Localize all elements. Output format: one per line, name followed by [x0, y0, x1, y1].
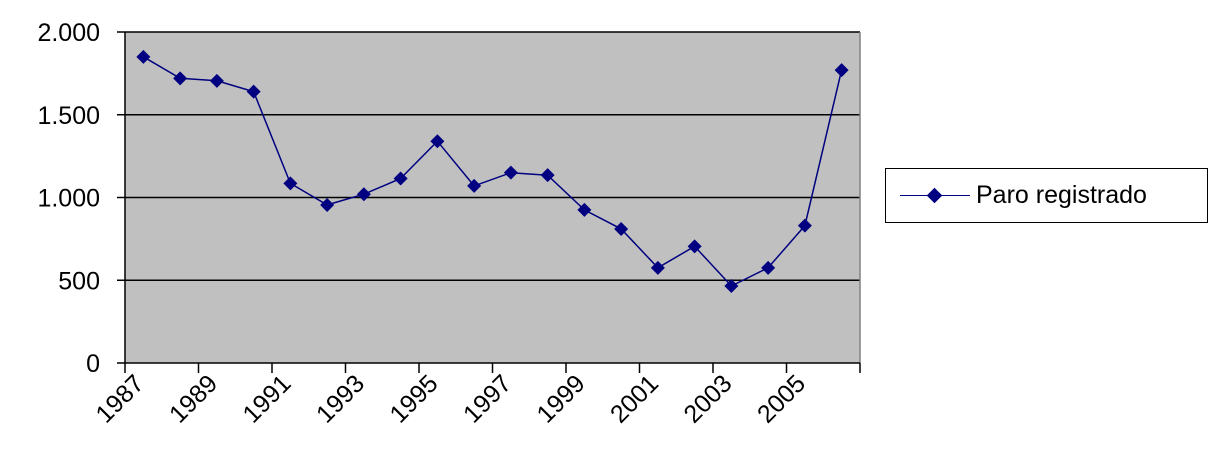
- series-paro-registrado: [136, 49, 849, 294]
- y-tick-label: 0: [86, 350, 100, 378]
- data-point: [650, 260, 665, 275]
- gridlines: [125, 31, 860, 281]
- y-axis-tick-labels: 0 500 1.000 1.500 2.000: [37, 19, 100, 378]
- x-tick-label: 1997: [458, 369, 517, 428]
- x-tick-label: 1987: [90, 369, 149, 428]
- data-point: [687, 239, 702, 254]
- data-point: [503, 165, 518, 180]
- data-point: [393, 171, 408, 186]
- data-point: [577, 202, 592, 217]
- data-point: [724, 279, 739, 294]
- data-point: [320, 197, 335, 212]
- data-point: [173, 71, 188, 86]
- data-point: [614, 221, 629, 236]
- data-point: [797, 218, 812, 233]
- data-point: [209, 73, 224, 88]
- x-tick-label: 2003: [678, 369, 737, 428]
- data-point: [834, 63, 849, 78]
- data-point: [283, 176, 298, 191]
- data-point: [761, 260, 776, 275]
- series-line: [143, 56, 843, 287]
- data-point: [540, 168, 555, 183]
- x-axis-tick-labels: 1987 1989 1991 1993 1995 1997 1999 2001 2003 2005: [90, 369, 811, 428]
- legend: Paro registrado: [885, 168, 1208, 223]
- x-tick-label: 2005: [752, 369, 811, 428]
- x-tick-label: 1989: [164, 369, 223, 428]
- legend-series-sample: [900, 186, 970, 206]
- y-tick-label: 500: [58, 267, 100, 295]
- y-tick-label: 1.500: [37, 102, 100, 130]
- x-tick-label: 1991: [237, 369, 296, 428]
- y-tick-label: 1.000: [37, 185, 100, 213]
- x-tick-label: 2001: [605, 369, 664, 428]
- axes: [117, 31, 861, 373]
- data-point: [246, 84, 261, 99]
- data-point: [356, 187, 371, 202]
- legend-label: Paro registrado: [976, 181, 1147, 209]
- x-tick-label: 1995: [384, 369, 443, 428]
- y-tick-label: 2.000: [37, 19, 100, 47]
- diamond-marker-icon: [926, 187, 943, 203]
- data-point: [430, 134, 445, 149]
- x-tick-label: 1993: [311, 369, 370, 428]
- data-point: [136, 49, 151, 64]
- x-tick-label: 1999: [531, 369, 590, 428]
- data-point: [467, 178, 482, 193]
